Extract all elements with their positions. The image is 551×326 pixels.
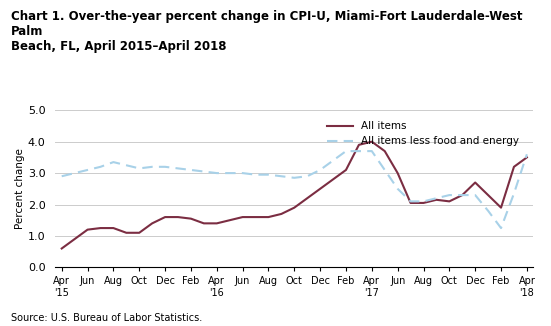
All items less food and energy bbox=[317, 168, 323, 172]
All items bbox=[97, 226, 104, 230]
All items bbox=[110, 226, 117, 230]
All items less food and energy bbox=[149, 165, 155, 169]
All items bbox=[149, 221, 155, 225]
All items less food and energy bbox=[355, 149, 362, 153]
All items bbox=[278, 212, 285, 216]
All items bbox=[252, 215, 259, 219]
All items less food and energy bbox=[511, 192, 517, 196]
All items less food and energy bbox=[485, 209, 491, 213]
All items less food and energy bbox=[84, 168, 91, 172]
Text: Chart 1. Over-the-year percent change in CPI-U, Miami-Fort Lauderdale-West Palm
: Chart 1. Over-the-year percent change in… bbox=[11, 10, 522, 53]
All items less food and energy bbox=[162, 165, 169, 169]
All items bbox=[71, 237, 78, 241]
All items bbox=[420, 201, 427, 205]
All items bbox=[304, 196, 311, 200]
All items less food and energy bbox=[459, 193, 466, 197]
Line: All items less food and energy: All items less food and energy bbox=[62, 151, 527, 228]
All items less food and energy bbox=[201, 170, 207, 173]
All items less food and energy bbox=[291, 176, 298, 180]
All items bbox=[446, 200, 453, 203]
All items less food and energy bbox=[381, 168, 388, 172]
All items bbox=[291, 206, 298, 210]
All items bbox=[188, 217, 195, 221]
All items less food and energy bbox=[329, 158, 336, 162]
All items bbox=[239, 215, 246, 219]
All items bbox=[317, 187, 323, 191]
All items bbox=[123, 231, 129, 235]
All items bbox=[511, 165, 517, 169]
All items bbox=[201, 221, 207, 225]
All items less food and energy bbox=[188, 168, 195, 172]
All items bbox=[175, 215, 181, 219]
All items less food and energy bbox=[213, 171, 220, 175]
All items less food and energy bbox=[110, 160, 117, 164]
All items less food and energy bbox=[343, 149, 349, 153]
All items bbox=[433, 198, 440, 202]
All items less food and energy bbox=[369, 149, 375, 153]
All items less food and energy bbox=[239, 171, 246, 175]
All items bbox=[407, 201, 414, 205]
All items bbox=[369, 140, 375, 144]
All items bbox=[58, 246, 65, 250]
All items less food and energy bbox=[58, 174, 65, 178]
All items less food and energy bbox=[175, 167, 181, 170]
All items less food and energy bbox=[407, 200, 414, 203]
All items less food and energy bbox=[136, 167, 143, 170]
All items less food and energy bbox=[252, 173, 259, 177]
All items less food and energy bbox=[420, 200, 427, 203]
All items less food and energy bbox=[446, 193, 453, 197]
All items bbox=[459, 193, 466, 197]
Legend: All items, All items less food and energy: All items, All items less food and energ… bbox=[323, 117, 523, 151]
All items bbox=[381, 149, 388, 153]
All items bbox=[498, 206, 504, 210]
Line: All items: All items bbox=[62, 142, 527, 248]
All items bbox=[226, 218, 233, 222]
All items bbox=[329, 177, 336, 181]
All items bbox=[84, 228, 91, 231]
All items less food and energy bbox=[71, 171, 78, 175]
All items bbox=[265, 215, 272, 219]
All items less food and energy bbox=[265, 173, 272, 177]
All items bbox=[213, 221, 220, 225]
All items less food and energy bbox=[472, 193, 478, 197]
All items bbox=[136, 231, 143, 235]
All items bbox=[355, 143, 362, 147]
All items less food and energy bbox=[278, 174, 285, 178]
All items less food and energy bbox=[433, 196, 440, 200]
All items less food and energy bbox=[226, 171, 233, 175]
All items less food and energy bbox=[123, 163, 129, 167]
All items bbox=[485, 193, 491, 197]
All items bbox=[395, 171, 401, 175]
All items less food and energy bbox=[498, 226, 504, 230]
All items bbox=[162, 215, 169, 219]
Text: Source: U.S. Bureau of Labor Statistics.: Source: U.S. Bureau of Labor Statistics. bbox=[11, 313, 202, 323]
All items bbox=[472, 181, 478, 185]
All items less food and energy bbox=[304, 174, 311, 178]
All items less food and energy bbox=[523, 152, 530, 156]
All items less food and energy bbox=[395, 187, 401, 191]
All items less food and energy bbox=[97, 165, 104, 169]
Y-axis label: Percent change: Percent change bbox=[15, 148, 25, 229]
All items bbox=[343, 168, 349, 172]
All items bbox=[523, 156, 530, 159]
